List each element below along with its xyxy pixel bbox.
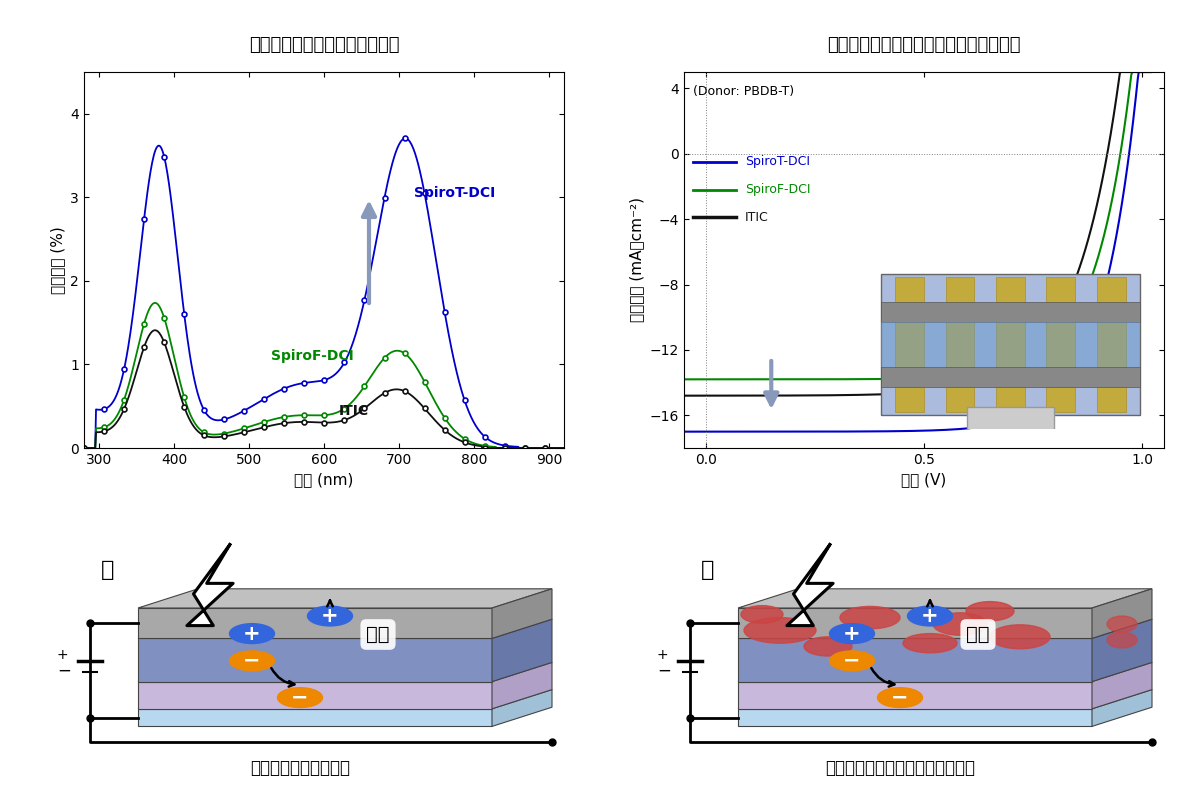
Polygon shape <box>492 589 552 638</box>
Ellipse shape <box>229 624 275 643</box>
Polygon shape <box>138 690 552 709</box>
Polygon shape <box>138 638 492 682</box>
Text: −: − <box>658 661 671 679</box>
Y-axis label: 量子効率 (%): 量子効率 (%) <box>49 226 65 294</box>
Text: −: − <box>244 650 260 670</box>
Polygon shape <box>492 619 552 682</box>
Ellipse shape <box>934 613 986 635</box>
Polygon shape <box>1092 690 1152 726</box>
Ellipse shape <box>829 624 875 643</box>
Text: 発電: 発電 <box>966 625 990 644</box>
X-axis label: 電圧 (V): 電圧 (V) <box>901 473 947 487</box>
Text: SpiroT-DCI: SpiroT-DCI <box>414 186 496 200</box>
Ellipse shape <box>277 688 323 707</box>
Polygon shape <box>1092 662 1152 709</box>
Ellipse shape <box>307 606 353 626</box>
Polygon shape <box>1092 589 1152 638</box>
Text: +: + <box>58 648 68 662</box>
X-axis label: 波長 (nm): 波長 (nm) <box>294 473 354 487</box>
Text: 単成分有機太陽電池の量子効率: 単成分有機太陽電池の量子効率 <box>248 36 400 54</box>
Text: +: + <box>244 624 260 643</box>
Text: +: + <box>658 648 668 662</box>
Text: 発電: 発電 <box>366 625 390 644</box>
Ellipse shape <box>744 618 816 643</box>
Polygon shape <box>738 638 1092 682</box>
Ellipse shape <box>907 606 953 626</box>
Ellipse shape <box>990 625 1050 649</box>
Text: SpiroF-DCI: SpiroF-DCI <box>271 350 354 363</box>
Ellipse shape <box>742 606 784 623</box>
Polygon shape <box>738 682 1092 709</box>
Ellipse shape <box>1108 616 1138 632</box>
Text: +: + <box>844 624 860 643</box>
Text: 単成分型有機太陽電池: 単成分型有機太陽電池 <box>250 759 350 777</box>
Text: −: − <box>292 687 308 707</box>
Polygon shape <box>138 709 492 726</box>
Polygon shape <box>138 608 492 638</box>
Ellipse shape <box>877 688 923 707</box>
Ellipse shape <box>904 634 958 653</box>
Polygon shape <box>492 690 552 726</box>
Ellipse shape <box>804 637 852 656</box>
Polygon shape <box>738 690 1152 709</box>
Text: バルクヘテロ接合型有機太陽電池の特性: バルクヘテロ接合型有機太陽電池の特性 <box>827 36 1021 54</box>
Text: SpiroF-DCI: SpiroF-DCI <box>745 183 810 196</box>
Ellipse shape <box>966 602 1014 621</box>
Ellipse shape <box>229 651 275 670</box>
Polygon shape <box>738 662 1152 682</box>
Polygon shape <box>492 662 552 709</box>
Text: バルクヘテロ接合型有機太陽電池: バルクヘテロ接合型有機太陽電池 <box>826 759 974 777</box>
Text: (Donor: PBDB-T): (Donor: PBDB-T) <box>692 85 794 98</box>
Text: 光: 光 <box>101 560 115 580</box>
Polygon shape <box>1092 619 1152 682</box>
Text: SpiroT-DCI: SpiroT-DCI <box>745 155 810 169</box>
Polygon shape <box>138 589 552 608</box>
Text: +: + <box>922 606 938 626</box>
Polygon shape <box>787 545 833 626</box>
Y-axis label: 電流密度 (mAシcm⁻²): 電流密度 (mAシcm⁻²) <box>629 198 644 322</box>
Text: −: − <box>58 661 71 679</box>
Polygon shape <box>738 709 1092 726</box>
Polygon shape <box>738 619 1152 638</box>
Polygon shape <box>187 545 233 626</box>
Text: ITIC: ITIC <box>745 211 769 224</box>
Text: ITIC: ITIC <box>340 403 370 418</box>
Polygon shape <box>738 608 1092 638</box>
Ellipse shape <box>1108 632 1138 648</box>
Text: −: − <box>892 687 908 707</box>
Ellipse shape <box>829 651 875 670</box>
Polygon shape <box>738 589 1152 608</box>
Ellipse shape <box>840 606 900 629</box>
Polygon shape <box>138 682 492 709</box>
Polygon shape <box>138 619 552 638</box>
Text: 光: 光 <box>701 560 715 580</box>
Polygon shape <box>138 662 552 682</box>
Text: −: − <box>844 650 860 670</box>
Text: +: + <box>322 606 338 626</box>
